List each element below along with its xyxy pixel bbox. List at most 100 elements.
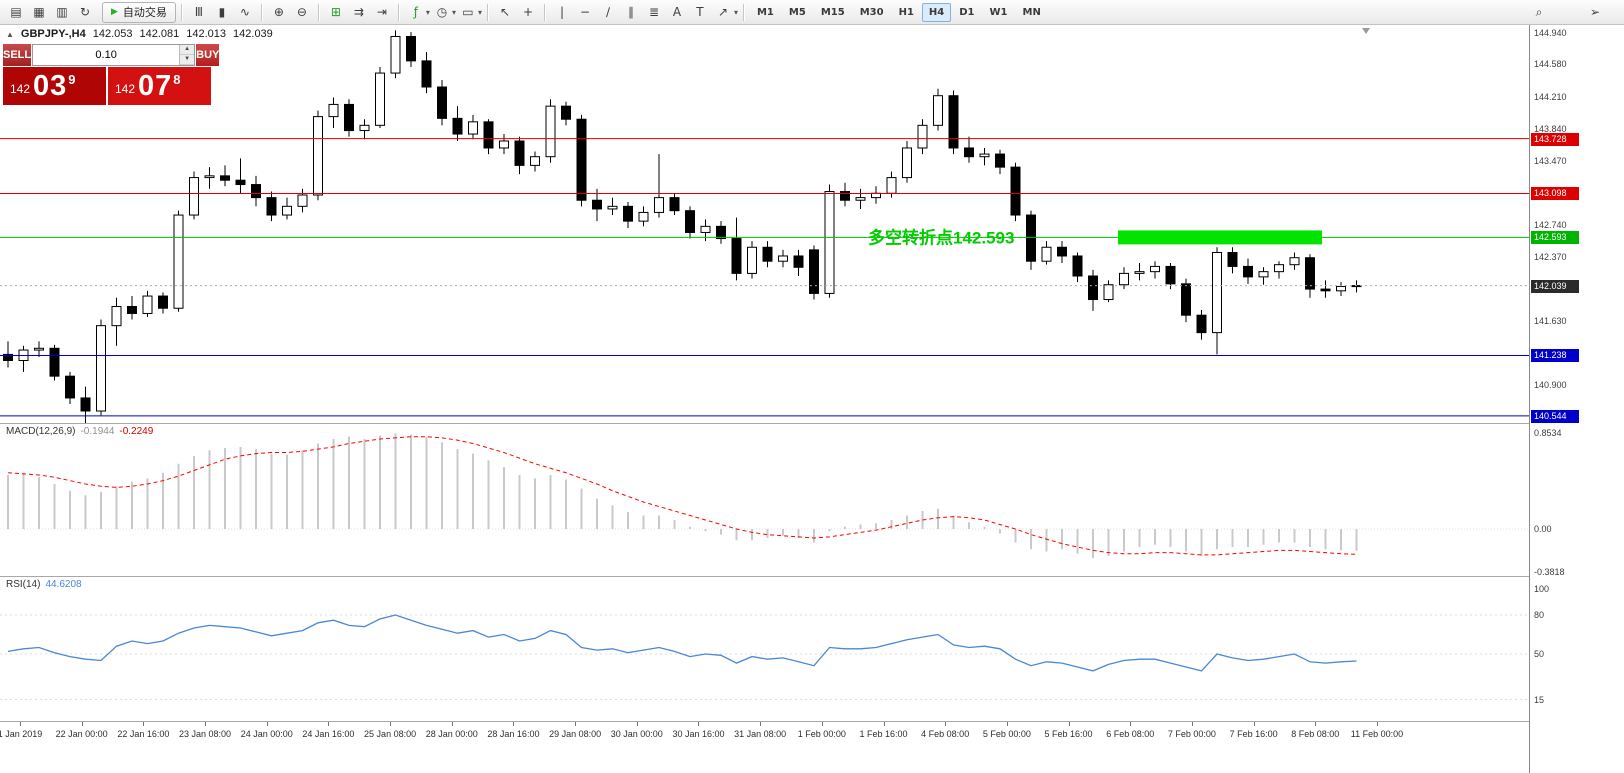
price-chart[interactable]: 多空转折点142.593	[0, 25, 1529, 424]
time-tick	[81, 722, 83, 726]
one-click-collapse-icon[interactable]: ▲	[6, 29, 14, 39]
lot-spinner: ▲ ▼	[179, 45, 195, 65]
time-tick	[1191, 722, 1193, 726]
candlestick-chart-icon[interactable]: ▮	[218, 5, 226, 19]
timeframe-w1-button[interactable]: W1	[989, 6, 1008, 18]
indicators-icon[interactable]: ƒ	[413, 5, 419, 19]
crosshair-icon[interactable]: +	[522, 5, 533, 19]
rsi-value: 44.6208	[45, 579, 82, 590]
candlestick-series	[3, 30, 1362, 424]
price-tag: 142.593	[1531, 231, 1579, 245]
chevron-down-icon: ▾	[451, 7, 456, 17]
chart-shift-icon[interactable]: ⇥	[376, 5, 387, 19]
support-band-rectangle[interactable]	[1118, 230, 1322, 245]
symbol-info: ▲ GBPJPY-,H4 142.053 142.081 142.013 142…	[6, 28, 273, 40]
time-label: 8 Feb 08:00	[1291, 729, 1340, 739]
timeframe-h1-button[interactable]: H1	[898, 6, 914, 18]
periods-dropdown[interactable]: ◷ ▾	[431, 2, 456, 23]
chart-annotation-text[interactable]: 多空转折点142.593	[868, 227, 1014, 247]
rsi-label: RSI(14) 44.6208	[6, 579, 82, 590]
toolbar-group: Ⅲ ▮ ∿	[185, 2, 259, 23]
price-tag: 141.238	[1531, 349, 1579, 363]
time-label: 29 Jan 08:00	[549, 729, 602, 739]
object-tools-group: | − ∕ ∥ ≣ A T ↗ ▾	[548, 2, 741, 23]
timeframe-mn-button[interactable]: MN	[1022, 6, 1041, 18]
time-label: 5 Feb 16:00	[1044, 729, 1093, 739]
pane-divider-macd[interactable]	[0, 423, 1624, 424]
profiles-icon[interactable]: ▥	[56, 5, 68, 19]
channel-icon[interactable]: ∥	[627, 5, 634, 19]
lot-decrease-button[interactable]: ▼	[180, 55, 195, 65]
time-tick	[821, 722, 823, 726]
timeframe-m30-button[interactable]: M30	[859, 6, 884, 18]
refresh-icon[interactable]: ↻	[79, 5, 91, 19]
periods-icon[interactable]: ◷	[436, 5, 448, 19]
indicators-dropdown[interactable]: ƒ ▾	[405, 2, 430, 23]
ask-big-digits: 07	[138, 69, 173, 102]
price-label: 144.210	[1534, 91, 1567, 102]
text-label-icon[interactable]: T	[696, 5, 704, 19]
lot-increase-button[interactable]: ▲	[180, 45, 195, 55]
auto-scroll-icon[interactable]: ⇉	[353, 5, 364, 19]
symbol-title: GBPJPY-,H4	[20, 28, 86, 40]
time-label: 7 Feb 00:00	[1167, 729, 1216, 739]
buy-button[interactable]: BUY	[196, 44, 220, 66]
time-tick	[945, 722, 947, 726]
tile-windows-icon[interactable]: ⊞	[330, 5, 341, 19]
lot-input[interactable]	[33, 45, 180, 65]
play-icon: ▶	[111, 7, 118, 17]
bid-price-button[interactable]: 142 03 9	[3, 67, 106, 105]
fibonacci-icon[interactable]: ≣	[648, 5, 659, 19]
macd-name: MACD(12,26,9)	[6, 426, 76, 437]
charts-icon[interactable]: ▦	[33, 5, 45, 19]
rsi-pane[interactable]	[0, 577, 1529, 722]
autotrading-button[interactable]: ▶ 自动交易	[102, 1, 176, 23]
toolbar-separator	[260, 3, 263, 21]
macd-pane[interactable]	[0, 424, 1529, 577]
zoom-in-icon[interactable]: ⊕	[273, 5, 284, 19]
macd-signal-line	[7, 436, 1357, 556]
time-tick	[1315, 722, 1317, 726]
timeframe-m5-button[interactable]: M5	[788, 6, 806, 18]
ask-pip-digit: 8	[173, 71, 181, 87]
ask-price-button[interactable]: 142 07 8	[108, 67, 211, 105]
templates-dropdown[interactable]: ▭ ▾	[457, 2, 482, 23]
time-label: 6 Feb 08:00	[1106, 729, 1155, 739]
price-label: 142.740	[1534, 219, 1567, 230]
price-tag: 143.098	[1531, 187, 1579, 201]
cursor-icon[interactable]: ↖	[499, 5, 510, 19]
chevron-down-icon: ▾	[425, 7, 430, 17]
new-order-icon[interactable]: ▤	[10, 5, 22, 19]
line-chart-icon[interactable]: ∿	[239, 5, 250, 19]
time-axis[interactable]: 1 Jan 2019 22 Jan 00:00 22 Jan 16:00 23 Jan…	[0, 722, 1529, 752]
ohlc-high: 142.081	[139, 28, 180, 40]
time-tick	[451, 722, 453, 726]
pane-divider-rsi[interactable]	[0, 576, 1624, 577]
zoom-out-icon[interactable]: ⊖	[296, 5, 307, 19]
price-scale[interactable]: 144.940 144.580 144.210 143.840 143.470 142.7…	[1529, 25, 1624, 773]
ohlc-close: 142.039	[233, 28, 273, 40]
macd-signal-value: -0.2249	[119, 426, 154, 437]
timeframe-d1-button[interactable]: D1	[959, 6, 975, 18]
arrows-icon[interactable]: ↗	[717, 5, 728, 19]
vertical-line-icon[interactable]: |	[559, 5, 564, 19]
bar-chart-icon[interactable]: Ⅲ	[194, 5, 204, 19]
price-label: 141.630	[1534, 316, 1567, 327]
timeframe-m1-button[interactable]: M1	[756, 6, 774, 18]
search-icon[interactable]: ⌕	[1535, 4, 1543, 19]
timeframe-h4-button[interactable]: H4	[921, 2, 952, 22]
toolbar-group: ▤ ▦ ▥ ↻	[2, 2, 99, 23]
time-tick	[883, 722, 885, 726]
templates-icon[interactable]: ▭	[462, 5, 474, 19]
trendline-icon[interactable]: ∕	[605, 5, 610, 19]
price-tag: 140.544	[1531, 409, 1579, 423]
sell-button[interactable]: SELL	[3, 44, 32, 66]
chart-shift-marker-icon[interactable]	[1362, 28, 1370, 34]
timeframe-group: M1 M5 M15 M30 H1 H4 D1 W1 MN	[747, 2, 1051, 22]
toolbar-separator	[317, 3, 320, 21]
horizontal-line-icon[interactable]: −	[579, 5, 590, 19]
community-icon[interactable]: ➢	[1589, 5, 1601, 19]
text-icon[interactable]: A	[672, 5, 682, 19]
timeframe-m15-button[interactable]: M15	[820, 6, 845, 18]
rsi-scale-label: 15	[1534, 694, 1545, 705]
